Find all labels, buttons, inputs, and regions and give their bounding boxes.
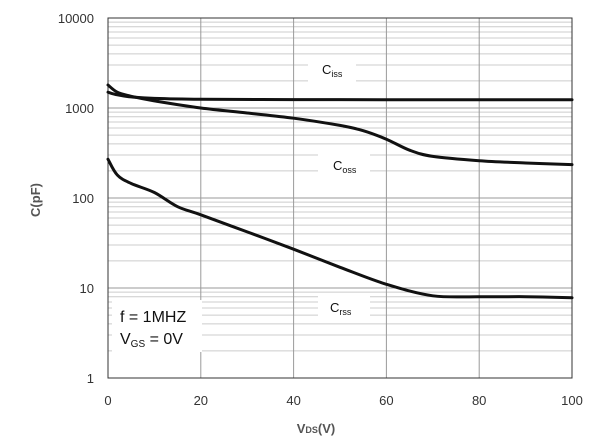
plot-frame (107, 17, 573, 379)
y-tick-label: 10000 (58, 11, 94, 26)
x-axis-title: VDS(V) (297, 421, 336, 436)
x-tick-label: 60 (379, 393, 393, 408)
coss-label: Coss (333, 158, 357, 175)
coss-label-bg (318, 152, 370, 178)
x-tick-label: 80 (472, 393, 486, 408)
x-tick-label: 40 (286, 393, 300, 408)
series-labels: Ciss Coss Crss (308, 56, 370, 320)
ciss-label-bg (308, 56, 356, 82)
series-lines (106, 83, 574, 300)
x-tick-label: 100 (561, 393, 583, 408)
y-tick-label: 100 (72, 191, 94, 206)
condition-bg (112, 300, 202, 352)
crss-label-bg (318, 294, 370, 320)
series-line-crss (106, 157, 574, 300)
y-tick-label: 1000 (65, 101, 94, 116)
x-tick-label: 20 (194, 393, 208, 408)
series-line-coss (106, 83, 574, 167)
y-tick-label: 1 (87, 371, 94, 386)
x-tick-label: 0 (104, 393, 111, 408)
y-tick-label: 10 (80, 281, 94, 296)
ciss-label: Ciss (322, 62, 343, 79)
vgs-note: VGS = 0V (120, 331, 183, 350)
crss-label: Crss (330, 300, 352, 317)
y-axis-title: C(pF) (28, 183, 43, 217)
series-line-ciss (106, 90, 574, 102)
tick-labels: 0 20 40 60 80 100 1 10 100 1000 10000 (58, 11, 583, 408)
condition-annotation: f = 1MHZ VGS = 0V (112, 300, 202, 352)
frequency-note: f = 1MHZ (120, 309, 186, 326)
